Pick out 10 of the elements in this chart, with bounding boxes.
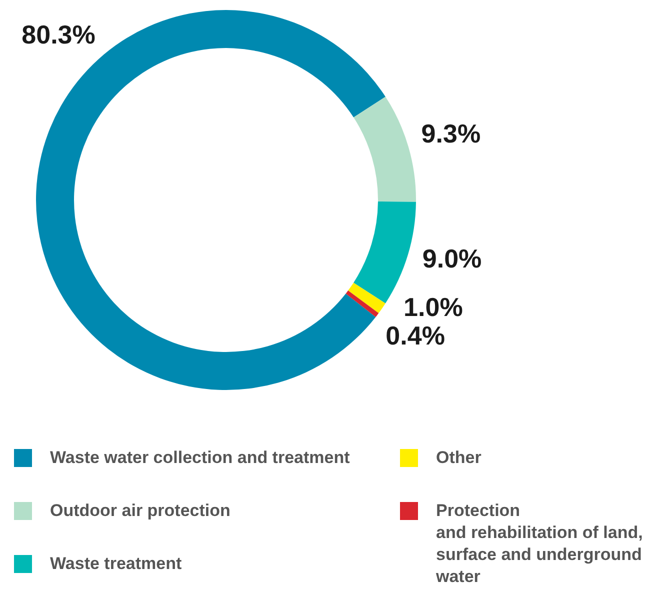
data-label: 0.4% [386, 320, 445, 351]
legend-label: Outdoor air protection [50, 500, 230, 522]
data-label: 1.0% [404, 292, 463, 322]
data-label: 80.3% [22, 20, 96, 50]
data-label: 9.0% [422, 244, 482, 274]
legend-label: Waste treatment [50, 553, 182, 575]
legend-label: Protection and rehabilitation of land, surface and underground water [436, 500, 643, 588]
data-label: 9.3% [421, 118, 481, 149]
legend-label: Other [436, 447, 482, 469]
legend-label: Waste water collection and treatment [50, 447, 350, 469]
